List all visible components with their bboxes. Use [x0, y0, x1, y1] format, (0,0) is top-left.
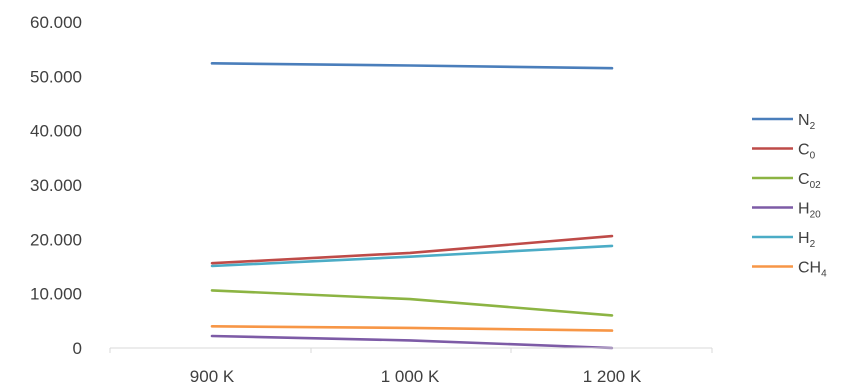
series-line-3 [212, 336, 612, 348]
series-line-4 [212, 246, 612, 266]
legend-label: C02 [798, 171, 821, 191]
legend: N2 C0 C02 H20 H2 CH4 [752, 112, 827, 280]
legend-label: N2 [798, 112, 816, 132]
y-tick-label: 0 [73, 339, 82, 358]
series-line-2 [212, 290, 612, 315]
series-line-0 [212, 63, 612, 68]
series-line-5 [212, 326, 612, 330]
y-tick-label: 30.000 [30, 176, 82, 195]
x-tick-label: 900 K [190, 367, 235, 386]
legend-item: H2 [752, 230, 816, 250]
y-tick-label: 60.000 [30, 13, 82, 32]
y-tick-label: 10.000 [30, 285, 82, 304]
y-tick-label: 40.000 [30, 122, 82, 141]
legend-item: H20 [752, 201, 821, 221]
legend-label: H2 [798, 230, 816, 250]
legend-label: C0 [798, 142, 816, 162]
plot-area [212, 63, 612, 348]
legend-item: CH4 [752, 260, 827, 280]
legend-label: CH4 [798, 260, 827, 280]
y-tick-label: 20.000 [30, 230, 82, 249]
y-tick-label: 50.000 [30, 67, 82, 86]
legend-item: N2 [752, 112, 816, 132]
x-tick-label: 1 200 K [583, 367, 642, 386]
x-tick-label: 1 000 K [381, 367, 440, 386]
legend-label: H20 [798, 201, 821, 221]
legend-item: C02 [752, 171, 821, 191]
x-axis: 900 K 1 000 K 1 200 K [110, 348, 712, 386]
y-axis: 0 10.000 20.000 30.000 40.000 50.000 60.000 [30, 13, 82, 358]
legend-item: C0 [752, 142, 816, 162]
